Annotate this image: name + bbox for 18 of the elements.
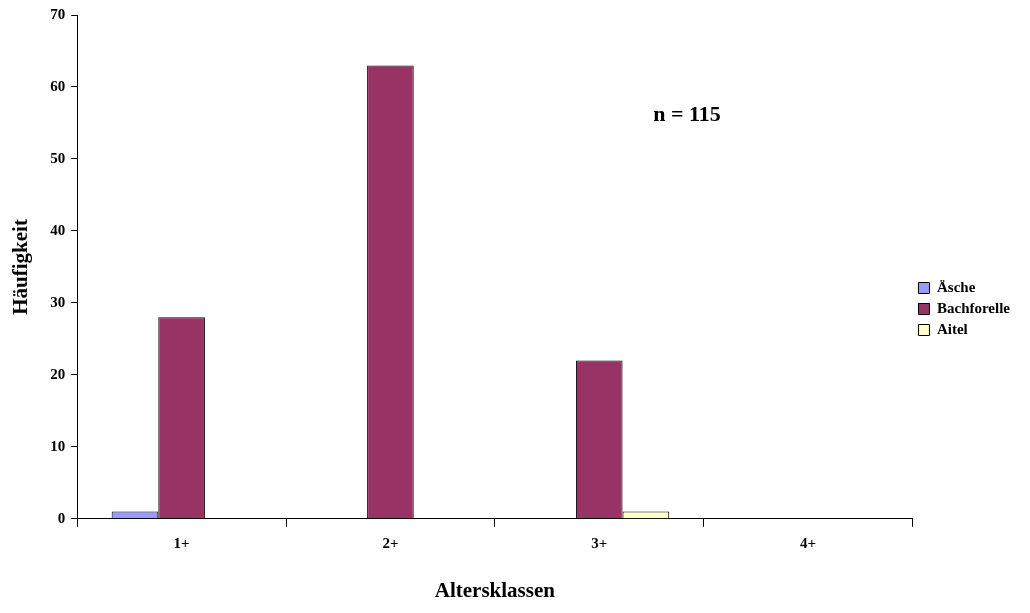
y-tick-label: 50 [50,149,66,166]
y-tick-label: 10 [50,437,66,454]
y-tick-label: 40 [50,221,66,238]
x-tick-label: 3+ [591,534,608,551]
annotation: n = 115 [653,101,721,127]
x-axis-title: Altersklassen [434,577,556,602]
y-tick-label: 60 [50,77,66,94]
y-tick-label: 70 [50,5,66,22]
y-axis-title: Häufigkeit [8,219,33,315]
y-tick-label: 30 [50,293,66,310]
legend-label: Äsche [936,278,976,295]
y-tick-label: 0 [57,509,66,526]
x-tick-label: 1+ [173,534,190,551]
x-tick-label: 2+ [382,534,399,551]
y-tick-label: 20 [50,365,66,382]
legend-label: Aitel [936,320,968,337]
x-tick-label: 4+ [800,534,817,551]
legend-label: Bachforelle [936,299,1011,316]
